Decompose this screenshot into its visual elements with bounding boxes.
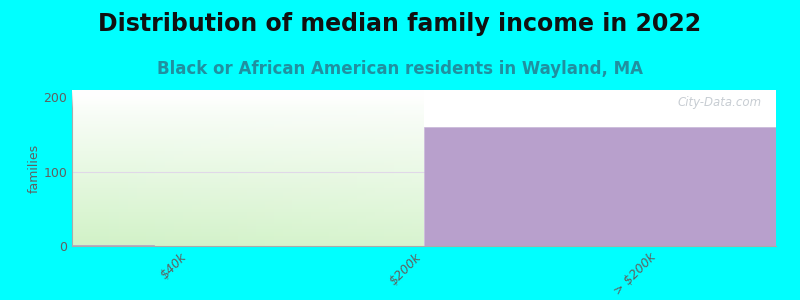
Bar <box>72 244 154 246</box>
Text: Black or African American residents in Wayland, MA: Black or African American residents in W… <box>157 60 643 78</box>
Y-axis label: families: families <box>27 143 41 193</box>
Text: City-Data.com: City-Data.com <box>678 96 762 109</box>
Bar <box>424 127 776 246</box>
Text: Distribution of median family income in 2022: Distribution of median family income in … <box>98 12 702 36</box>
